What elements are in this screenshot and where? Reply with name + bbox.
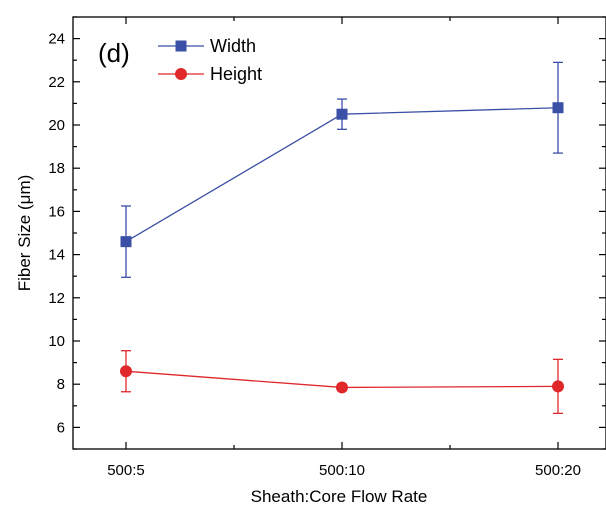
width-point — [336, 108, 348, 120]
width-point — [552, 102, 564, 114]
x-axis: 500:5 500:10 500:20 — [107, 17, 581, 479]
y-tick-label: 8 — [57, 376, 65, 393]
x-axis-title: Sheath:Core Flow Rate — [251, 487, 428, 506]
y-tick-label: 6 — [57, 419, 65, 436]
legend-marker-width — [175, 40, 187, 52]
series-layer — [120, 61, 564, 415]
height-point — [552, 380, 564, 393]
y-tick-label: 24 — [48, 31, 65, 48]
y-tick-label: 10 — [48, 333, 65, 350]
y-tick-label: 18 — [48, 160, 65, 177]
panel-label: (d) — [98, 38, 130, 68]
legend-label-height: Height — [210, 64, 262, 84]
y-tick-label: 20 — [48, 117, 65, 134]
legend: Width Height — [158, 36, 262, 84]
y-tick-label: 16 — [48, 203, 65, 220]
width-point — [120, 236, 132, 248]
y-tick-label: 22 — [48, 74, 65, 91]
x-tick-label: 500:5 — [107, 462, 145, 479]
height-point — [120, 365, 132, 378]
legend-marker-height — [175, 68, 187, 80]
y-axis-title: Fiber Size (μm) — [15, 175, 34, 292]
x-tick-label: 500:20 — [535, 462, 581, 479]
y-axis: 6 8 10 12 14 16 18 20 22 24 — [48, 16, 606, 450]
y-tick-label: 14 — [48, 247, 65, 264]
y-tick-label: 12 — [48, 290, 65, 307]
height-point — [336, 381, 348, 394]
legend-label-width: Width — [210, 36, 256, 56]
x-tick-label: 500:10 — [319, 462, 365, 479]
